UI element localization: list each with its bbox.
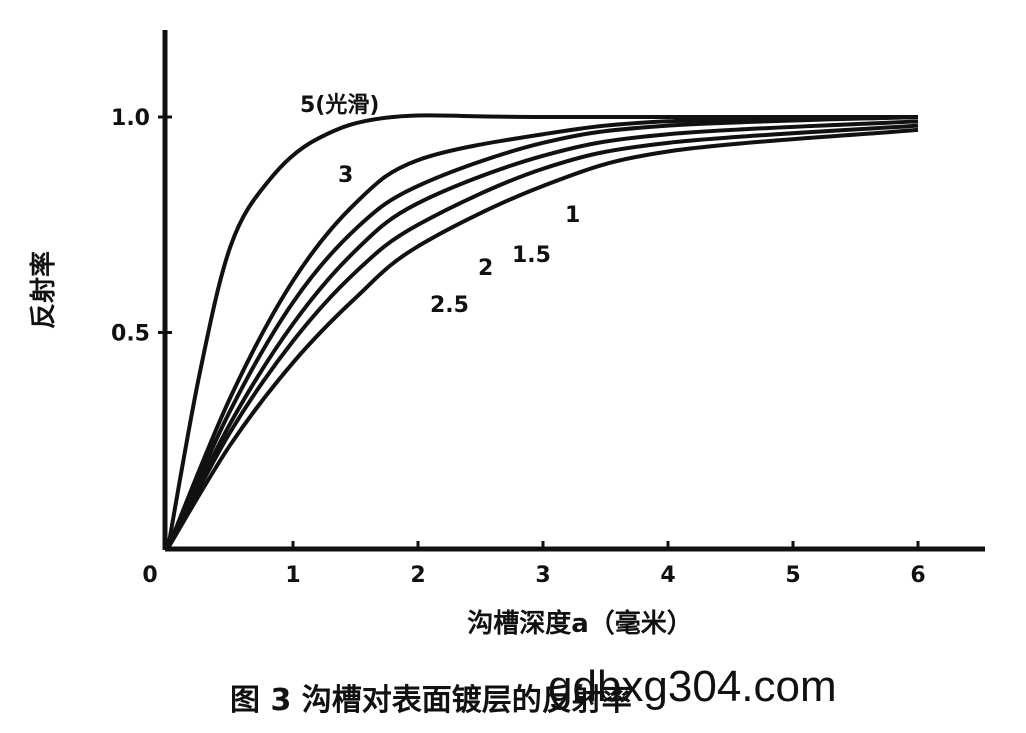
- x-axis-label: 沟槽深度a（毫米）: [467, 608, 693, 639]
- x-tick-label: 2: [410, 563, 425, 588]
- curve-label: 5(光滑): [300, 93, 379, 118]
- curve-5: [166, 113, 918, 549]
- y-axis-label: 反射率: [28, 251, 59, 329]
- curve-label: 2.5: [430, 293, 469, 318]
- curve-2.5: [166, 115, 919, 549]
- x-tick-label: 6: [910, 563, 925, 588]
- y-tick-label: 1.0: [111, 106, 150, 131]
- curve-label: 2: [478, 256, 493, 281]
- curve-3: [166, 115, 919, 549]
- figure-caption: 图 3 沟槽对表面镀层的反射率: [230, 683, 632, 718]
- x-tick-label: 3: [535, 563, 550, 588]
- watermark: gdbxg304.com: [548, 662, 837, 711]
- curve-label: 1.5: [512, 243, 551, 268]
- origin-label: 0: [142, 563, 157, 588]
- curve-label: 1: [565, 203, 580, 228]
- x-tick-label: 1: [285, 563, 300, 588]
- x-tick-label: 4: [660, 563, 675, 588]
- x-tick-label: 5: [785, 563, 800, 588]
- y-tick-label: 0.5: [111, 322, 150, 347]
- curve-1.5: [166, 123, 919, 549]
- curve-2: [166, 119, 919, 549]
- curve-label: 3: [338, 163, 353, 188]
- curve-1: [166, 127, 919, 550]
